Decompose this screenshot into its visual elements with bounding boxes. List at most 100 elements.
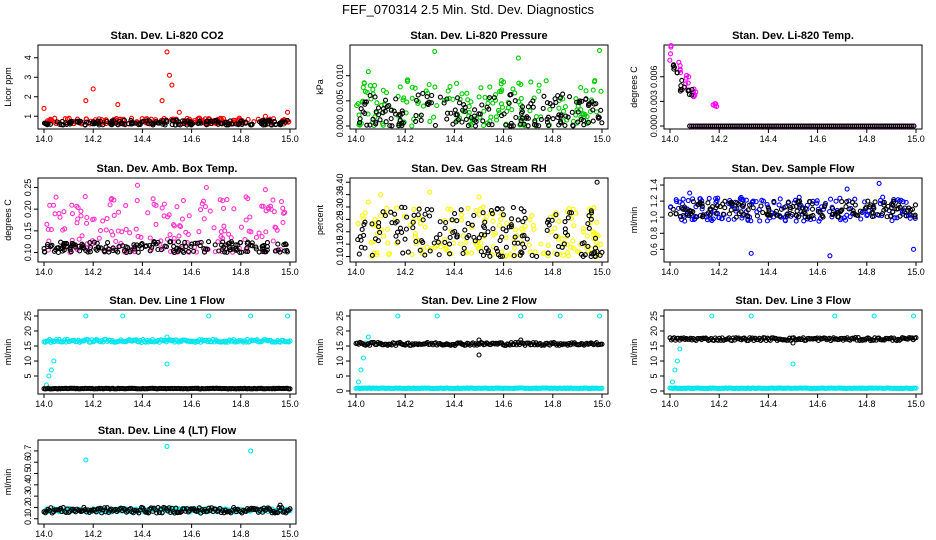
data-point — [584, 233, 590, 239]
data-point — [61, 209, 67, 215]
data-point — [733, 214, 739, 220]
data-point — [443, 219, 449, 226]
data-point — [233, 247, 239, 253]
data-point — [494, 205, 500, 212]
data-point — [667, 211, 674, 217]
data-point — [69, 243, 75, 249]
data-point — [471, 212, 477, 219]
data-point — [736, 211, 742, 217]
data-point — [568, 210, 575, 216]
data-point — [858, 216, 864, 222]
data-point — [895, 206, 901, 212]
data-point — [586, 225, 592, 231]
data-point — [211, 225, 217, 231]
data-point — [87, 240, 93, 246]
data-point — [883, 206, 889, 212]
data-point — [709, 313, 715, 319]
panel-title: Stan. Dev. Line 4 (LT) Flow — [98, 425, 237, 437]
data-point — [404, 79, 411, 85]
data-point — [518, 121, 524, 127]
data-point — [434, 313, 440, 319]
data-point — [517, 252, 523, 258]
x-tick-label: 14.6 — [183, 267, 201, 277]
data-point — [415, 212, 421, 218]
data-point — [669, 379, 676, 385]
data-point — [713, 205, 719, 211]
data-point — [835, 210, 841, 216]
data-point — [529, 213, 535, 219]
data-point — [263, 208, 269, 214]
y-tick-label: 1.2 — [649, 195, 659, 208]
x-tick-label: 14.0 — [35, 267, 53, 277]
panel-title: Stan. Dev. Line 2 Flow — [421, 295, 537, 307]
data-point — [454, 80, 460, 87]
data-point — [875, 212, 881, 218]
data-point — [166, 212, 172, 218]
data-point — [784, 213, 790, 219]
data-point — [512, 98, 518, 104]
data-point — [598, 107, 604, 113]
data-point — [442, 239, 448, 245]
data-point — [400, 250, 406, 256]
data-point — [790, 340, 796, 346]
data-point — [380, 87, 386, 93]
data-point — [790, 361, 796, 367]
data-point — [76, 236, 82, 242]
data-point — [217, 197, 223, 203]
data-point — [808, 213, 814, 219]
x-tick-label: 14.6 — [809, 399, 827, 409]
data-point — [743, 197, 749, 203]
panel-title: Stan. Dev. Li-820 CO2 — [111, 30, 224, 42]
y-tick-label: 15 — [649, 341, 659, 351]
data-point — [489, 122, 495, 128]
data-point — [42, 249, 48, 255]
data-point — [881, 202, 887, 208]
panel-title: Stan. Dev. Sample Flow — [732, 163, 855, 175]
data-point — [249, 240, 255, 246]
data-point — [758, 203, 764, 209]
data-point — [671, 64, 677, 70]
data-point — [554, 251, 560, 257]
data-point — [596, 47, 603, 54]
data-point — [476, 194, 482, 200]
plot-frame — [663, 44, 923, 130]
data-point — [120, 116, 127, 122]
data-point — [60, 122, 66, 128]
data-point — [356, 251, 362, 257]
data-point — [183, 244, 189, 250]
data-point — [465, 205, 471, 211]
data-point — [503, 122, 509, 128]
x-tick-label: 14.2 — [396, 134, 414, 144]
data-point — [570, 245, 576, 251]
data-point — [565, 215, 571, 221]
data-point — [185, 248, 192, 254]
data-point — [668, 204, 674, 210]
y-tick-label: 0.6 — [23, 456, 33, 469]
data-point — [186, 213, 192, 219]
y-tick-label: 0.10 — [23, 244, 33, 262]
x-tick-label: 14.8 — [544, 399, 562, 409]
panel-title: Stan. Dev. Li-820 Pressure — [410, 30, 547, 42]
data-point — [175, 239, 181, 245]
data-point — [415, 92, 421, 98]
data-point — [111, 212, 117, 218]
data-point — [528, 79, 534, 85]
chart-panel-6: Stan. Dev. Sample Flow ml/min 14.0 14.2 14.4… — [629, 163, 925, 277]
data-point — [444, 110, 451, 116]
plot-frame — [37, 309, 297, 395]
data-point — [760, 209, 766, 216]
data-point — [185, 118, 191, 124]
data-point — [507, 92, 513, 98]
data-point — [386, 251, 392, 257]
y-tick-label: 0.8 — [649, 227, 659, 240]
x-tick-label: 15.0 — [907, 399, 925, 409]
data-point — [206, 239, 212, 245]
data-point — [476, 94, 482, 100]
data-point — [387, 123, 393, 129]
x-tick-label: 14.0 — [347, 399, 365, 409]
data-point — [174, 246, 180, 252]
data-point — [459, 91, 465, 97]
data-point — [357, 116, 363, 122]
data-point — [844, 186, 850, 192]
data-point — [45, 226, 51, 232]
